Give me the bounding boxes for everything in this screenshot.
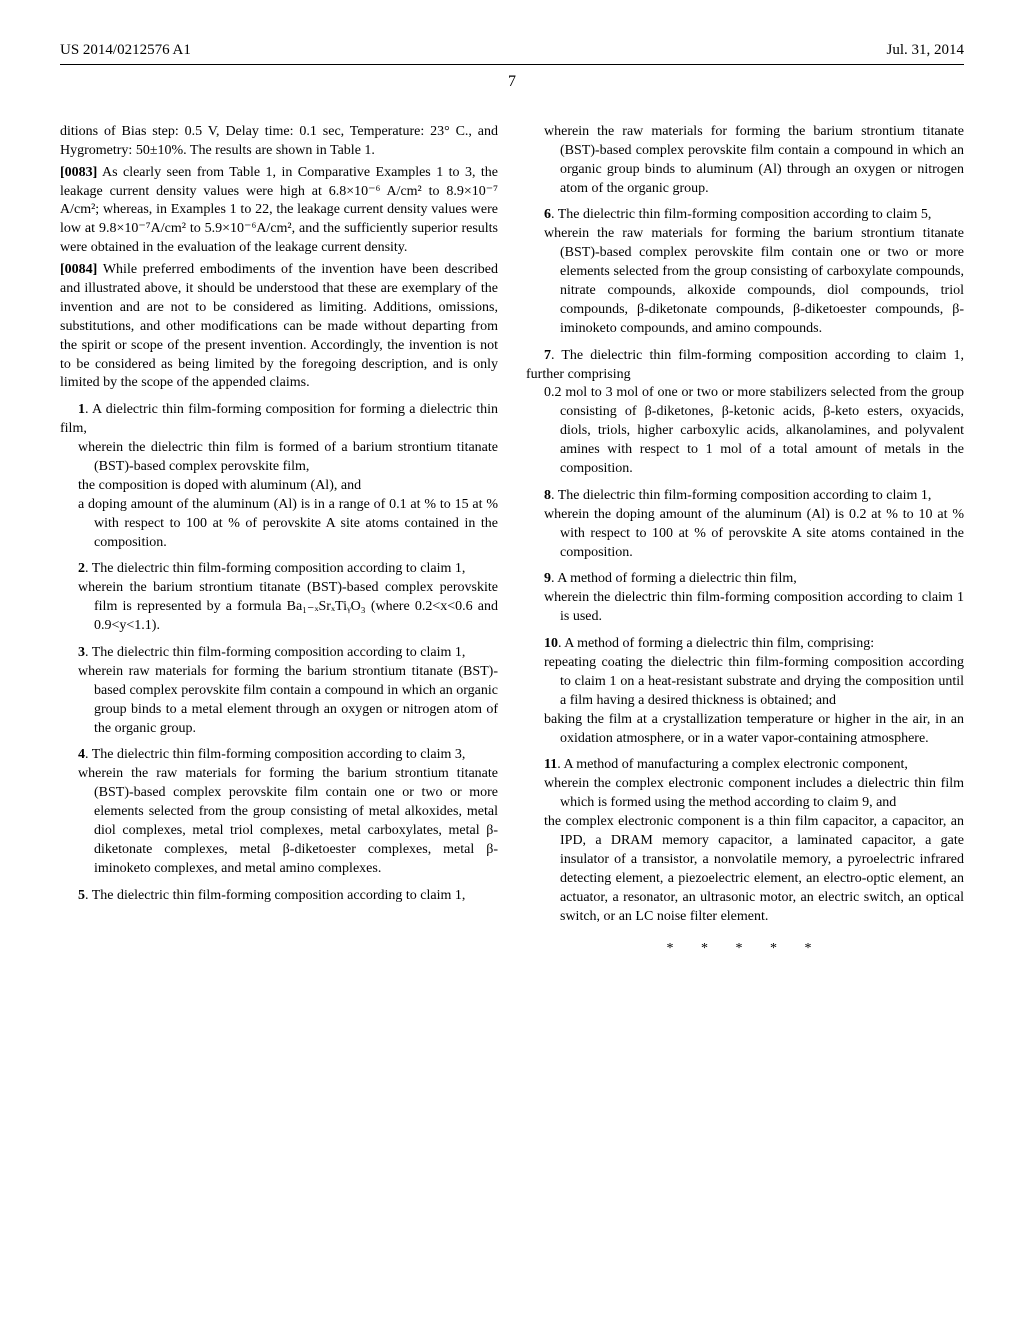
page-number: 7 [60,71,964,93]
claim-9-text: . A method of forming a dielectric thin … [551,571,797,586]
claim-1-sub1: wherein the dielectric thin film is form… [60,439,498,477]
claim-7-text: . The dielectric thin film-forming compo… [526,348,964,382]
claim-10: 10. A method of forming a dielectric thi… [526,635,964,654]
claim-6-num: 6 [544,207,551,222]
claim-8-text: . The dielectric thin film-forming compo… [551,488,931,503]
claim-4-num: 4 [78,747,85,762]
para-number-84: [0084] [60,262,97,277]
para-number-83: [0083] [60,165,97,180]
claim-1-num: 1 [78,402,85,417]
claim-8-sub1: wherein the doping amount of the aluminu… [526,506,964,563]
claim-11: 11. A method of manufacturing a complex … [526,756,964,775]
claim-5-sub1: wherein the raw materials for forming th… [526,123,964,199]
claim-6: 6. The dielectric thin film-forming comp… [526,206,964,225]
claim-3-sub1: wherein raw materials for forming the ba… [60,663,498,739]
end-stars: * * * * * [526,940,964,959]
claim-2-sub1: wherein the barium strontium titanate (B… [60,579,498,636]
claim-10-sub2: baking the film at a crystallization tem… [526,711,964,749]
para-84-text: While preferred embodiments of the inven… [60,262,498,390]
claim-5-num: 5 [78,888,85,903]
claim-6-sub1: wherein the raw materials for forming th… [526,225,964,338]
claim-10-sub1: repeating coating the dielectric thin fi… [526,654,964,711]
claim-1: 1. A dielectric thin film-forming compos… [60,401,498,439]
claim-2-text: . The dielectric thin film-forming compo… [85,561,465,576]
para-83-text: As clearly seen from Table 1, in Compara… [60,165,498,256]
claim-4-sub1: wherein the raw materials for forming th… [60,765,498,878]
claim-2: 2. The dielectric thin film-forming comp… [60,560,498,579]
claim-11-num: 11 [544,757,557,772]
claim-8: 8. The dielectric thin film-forming comp… [526,487,964,506]
claim-3-num: 3 [78,645,85,660]
header-rule [60,64,964,65]
claim-9: 9. A method of forming a dielectric thin… [526,570,964,589]
claim-4: 4. The dielectric thin film-forming comp… [60,746,498,765]
para-83-prefix: ditions of Bias step: 0.5 V, Delay time:… [60,123,498,161]
claim-2-num: 2 [78,561,85,576]
publication-date: Jul. 31, 2014 [886,40,964,60]
claim-3: 3. The dielectric thin film-forming comp… [60,644,498,663]
claim-8-num: 8 [544,488,551,503]
claim-9-sub1: wherein the dielectric thin film-forming… [526,589,964,627]
claim-1-text: . A dielectric thin film-forming composi… [60,402,498,436]
claim-5-text: . The dielectric thin film-forming compo… [85,888,465,903]
claim-11-sub1: wherein the complex electronic component… [526,775,964,813]
claim-1-sub3: a doping amount of the aluminum (Al) is … [60,496,498,553]
claim-3-text: . The dielectric thin film-forming compo… [85,645,465,660]
claim-7-sub1: 0.2 mol to 3 mol of one or two or more s… [526,384,964,478]
claim-11-text: . A method of manufacturing a complex el… [557,757,908,772]
claim-9-num: 9 [544,571,551,586]
right-column: wherein the raw materials for forming th… [526,123,964,960]
para-83: [0083] As clearly seen from Table 1, in … [60,164,498,258]
claim-10-num: 10 [544,636,558,651]
claim-4-text: . The dielectric thin film-forming compo… [85,747,465,762]
para-84: [0084] While preferred embodiments of th… [60,261,498,393]
claim-7-num: 7 [544,348,551,363]
publication-number: US 2014/0212576 A1 [60,40,191,60]
left-column: ditions of Bias step: 0.5 V, Delay time:… [60,123,498,960]
claim-1-sub2: the composition is doped with aluminum (… [60,477,498,496]
two-column-body: ditions of Bias step: 0.5 V, Delay time:… [60,123,964,960]
page-header: US 2014/0212576 A1 Jul. 31, 2014 [60,40,964,60]
claim-5: 5. The dielectric thin film-forming comp… [60,887,498,906]
claim-11-sub2: the complex electronic component is a th… [526,813,964,926]
claim-10-text: . A method of forming a dielectric thin … [558,636,874,651]
claim-7: 7. The dielectric thin film-forming comp… [526,347,964,385]
claim-6-text: . The dielectric thin film-forming compo… [551,207,931,222]
